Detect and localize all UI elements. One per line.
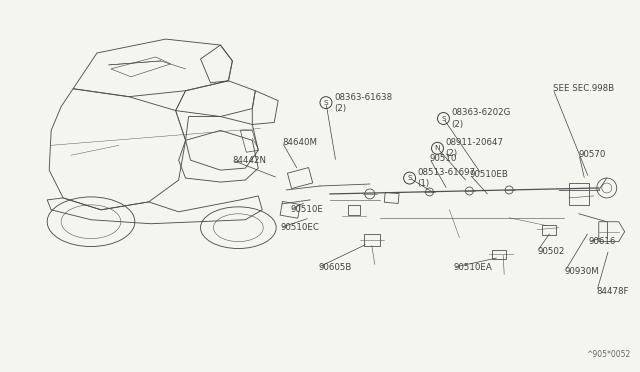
- Text: 08363-61638
(2): 08363-61638 (2): [334, 93, 392, 113]
- Text: 90616: 90616: [589, 237, 616, 246]
- Text: ^905*0052: ^905*0052: [586, 350, 630, 359]
- Text: SEE SEC.998B: SEE SEC.998B: [553, 84, 614, 93]
- Text: S: S: [407, 175, 412, 181]
- Text: 84640M: 84640M: [282, 138, 317, 147]
- Text: 90930M: 90930M: [565, 267, 600, 276]
- Text: 90510EB: 90510EB: [469, 170, 508, 179]
- Text: 90510EA: 90510EA: [453, 263, 492, 272]
- Text: S: S: [324, 100, 328, 106]
- Text: S: S: [441, 116, 446, 122]
- Text: 08363-6202G
(2): 08363-6202G (2): [451, 109, 511, 129]
- Text: 90570: 90570: [579, 150, 606, 159]
- Text: 08911-20647
(2): 08911-20647 (2): [445, 138, 504, 158]
- Text: 90502: 90502: [537, 247, 564, 256]
- Text: 84442N: 84442N: [232, 156, 266, 165]
- Text: 90605B: 90605B: [318, 263, 351, 272]
- Text: 90510EC: 90510EC: [280, 223, 319, 232]
- Text: 08513-61697
(1): 08513-61697 (1): [417, 168, 476, 188]
- Text: 90510: 90510: [429, 154, 457, 163]
- Text: N: N: [435, 145, 440, 151]
- Text: 90510E: 90510E: [290, 205, 323, 214]
- Text: 84478F: 84478F: [596, 287, 629, 296]
